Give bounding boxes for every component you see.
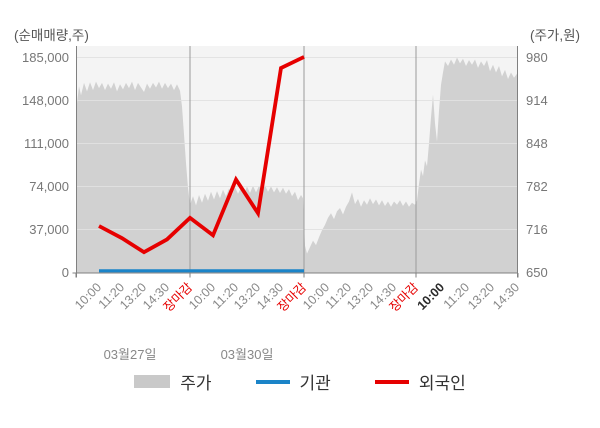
legend-item-institution: 기관: [255, 369, 331, 394]
date-label-mar27: 03월27일: [104, 347, 157, 362]
right-axis-tick-label: 914: [526, 93, 548, 108]
x-tick-label: 11:20: [441, 280, 472, 311]
institution-line-swatch: [255, 379, 290, 384]
x-tick-label: 10:00: [415, 280, 448, 313]
date-label-mar30: 03월30일: [221, 347, 274, 362]
price-area-swatch: [134, 375, 171, 388]
left-axis-tick-label: 37,000: [29, 222, 69, 237]
legend-item-price: 주가: [134, 369, 212, 394]
left-axis-tick-label: 0: [62, 265, 69, 280]
foreigner-line-series: [98, 55, 305, 255]
legend: 주가 기관 외국인: [0, 369, 600, 394]
legend-label-price: 주가: [180, 374, 212, 393]
left-axis-tick-label: 148,000: [22, 93, 69, 108]
right-axis-tick-label: 716: [526, 222, 548, 237]
x-tick-label: 10:00: [186, 280, 218, 312]
left-axis-tick-label: 111,000: [24, 136, 69, 151]
left-axis-tick-label: 185,000: [22, 50, 69, 65]
left-axis-tick-label: 74,000: [29, 179, 69, 194]
foreigner-line-swatch: [374, 379, 409, 384]
right-axis-title: (주가,원): [530, 28, 580, 43]
right-axis-tick-label: 782: [526, 179, 548, 194]
left-axis-title: (순매매량,주): [14, 28, 89, 43]
x-tick-label: 14:30: [490, 280, 522, 312]
x-tick-label: 13:20: [465, 280, 497, 312]
right-axis-tick-label: 650: [526, 265, 548, 280]
legend-label-foreigner: 외국인: [418, 374, 466, 393]
right-axis-tick-label: 848: [526, 136, 548, 151]
x-tick-label: 10:00: [72, 280, 104, 312]
legend-item-foreigner: 외국인: [374, 369, 466, 394]
right-axis-tick-label: 980: [526, 50, 548, 65]
legend-label-institution: 기관: [299, 374, 331, 393]
